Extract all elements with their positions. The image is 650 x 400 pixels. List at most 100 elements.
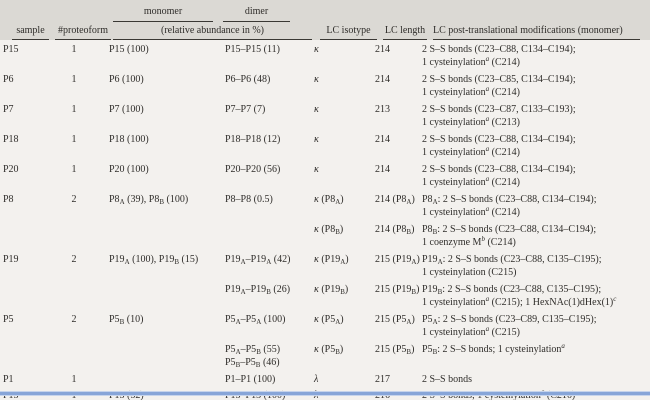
table-row: P7 1 P7 (100) P7–P7 (7) κ 213 2 S–S bond… [0, 103, 650, 133]
bottom-divider-rule [0, 392, 650, 395]
cell-sample: P5 [3, 314, 14, 325]
cell-lc-ptm: 2 S–S bonds (C23–C88, C134–C194); 1 cyste… [422, 164, 576, 188]
cell-sample: P20 [3, 164, 19, 175]
cell-lc-isotype: κ [314, 44, 319, 55]
cell-lc-length: 214 (P8B) [375, 224, 415, 236]
table-row: P6 1 P6 (100) P6–P6 (48) κ 214 2 S–S bon… [0, 73, 650, 103]
cell-sample: P1 [3, 374, 14, 385]
cell-sample: P15 [3, 44, 19, 55]
header-lc-isotype: LC isotype [320, 25, 377, 40]
cell-lc-ptm: 2 S–S bonds [422, 374, 473, 385]
cell-sample: P7 [3, 104, 14, 115]
cell-lc-isotype: κ (P8B) [314, 224, 344, 236]
cell-dimer: P8–P8 (0.5) [225, 194, 273, 205]
cell-lc-ptm: 2 S–S bonds (C23–C87, C133–C193); 1 cyste… [422, 104, 576, 128]
cell-lc-ptm: P5B: 2 S–S bonds; 1 cysteinylationa [422, 342, 565, 356]
cell-dimer: P19A–P19A (42) [225, 254, 291, 266]
table-row: P1 1 P1–P1 (100) λ 217 2 S–S bonds [0, 373, 650, 389]
cell-lc-length: 214 [375, 134, 390, 145]
cell-lc-isotype: κ [314, 134, 319, 145]
cell-sample: P18 [3, 134, 19, 145]
cell-lc-ptm: P19A: 2 S–S bonds (C23–C88, C135–C195); 1… [422, 254, 602, 278]
cell-monomer: P19A (100), P19B (15) [109, 254, 199, 266]
table-body: P15 1 P15 (100) P15–P15 (11) κ 214 2 S–S… [0, 40, 650, 400]
cell-proteoform: 2 [71, 194, 77, 205]
cell-lc-ptm: 2 S–S bonds (C23–C85, C134–C194); 1 cyste… [422, 74, 576, 98]
table-row: P8 2 P8A (39), P8B (100) P8–P8 (0.5) κ (… [0, 193, 650, 223]
cell-lc-length: 213 [375, 104, 390, 115]
header-dimer: dimer [223, 6, 290, 22]
cell-dimer: P5A–P5A (100) [225, 314, 286, 326]
cell-dimer: P5A–P5B (55) P5B–P5B (46) [225, 344, 281, 369]
cell-sample: P8 [3, 194, 14, 205]
cell-proteoform: 2 [71, 254, 77, 265]
cell-lc-isotype: κ (P5A) [314, 314, 344, 326]
cell-lc-ptm: 2 S–S bonds (C23–C88, C134–C194); 1 cyste… [422, 44, 576, 68]
cell-proteoform: 2 [71, 314, 77, 325]
cell-sample: P19 [3, 254, 19, 265]
cell-dimer: P18–P18 (12) [225, 134, 281, 145]
cell-lc-length: 217 [375, 374, 390, 385]
table-row: P5A–P5B (55) P5B–P5B (46) κ (P5B) 215 (P5… [0, 343, 650, 373]
header-lc-ptm: LC post-translational modifications (mon… [433, 25, 640, 40]
cell-lc-isotype: κ (P8A) [314, 194, 344, 206]
table-header: monomer dimer sample #proteoform (relati… [0, 0, 650, 40]
cell-lc-isotype: κ [314, 164, 319, 175]
cell-monomer: P6 (100) [109, 74, 144, 85]
cell-monomer: P18 (100) [109, 134, 149, 145]
cell-lc-length: 214 [375, 44, 390, 55]
cell-lc-isotype: κ (P5B) [314, 344, 344, 356]
cell-dimer: P19A–P19B (26) [225, 284, 291, 296]
table-row: κ (P8B) 214 (P8B) P8B: 2 S–S bonds (C23–… [0, 223, 650, 253]
cell-sample: P6 [3, 74, 14, 85]
cell-dimer: P7–P7 (7) [225, 104, 266, 115]
cell-dimer: P15–P15 (11) [225, 44, 280, 55]
table-row: P15 1 P15 (100) P15–P15 (11) κ 214 2 S–S… [0, 43, 650, 73]
cell-lc-isotype: κ (P19B) [314, 284, 349, 296]
cell-lc-length: 215 (P5A) [375, 314, 415, 326]
cell-lc-length: 214 [375, 74, 390, 85]
cell-lc-ptm: P19B: 2 S–S bonds (C23–C88, C135–C195); 1… [422, 284, 617, 308]
cell-proteoform: 1 [71, 44, 77, 55]
cell-proteoform: 1 [71, 104, 77, 115]
header-proteoform: #proteoform [55, 25, 111, 40]
header-sample: sample [12, 25, 49, 40]
cell-dimer: P6–P6 (48) [225, 74, 271, 85]
cell-sample: P13 [3, 390, 19, 400]
header-lc-length: LC length [383, 25, 427, 40]
cell-lc-length: 216 [375, 390, 390, 400]
cell-lc-length: 215 (P19A) [375, 254, 420, 266]
cell-lc-isotype: κ [314, 104, 319, 115]
header-relative-abundance: (relative abundance in %) [113, 25, 312, 40]
cell-monomer: P7 (100) [109, 104, 144, 115]
table-row: P19 2 P19A (100), P19B (15) P19A–P19A (4… [0, 253, 650, 283]
cell-dimer: P1–P1 (100) [225, 374, 276, 385]
cell-lc-ptm: P8B: 2 S–S bonds (C23–C88, C134–C194); 1 … [422, 224, 597, 248]
cell-monomer: P13 (52) [109, 390, 144, 400]
cell-lc-ptm: P5A: 2 S–S bonds (C23–C89, C135–C195); 1 … [422, 314, 597, 338]
cell-lc-ptm: P8A: 2 S–S bonds (C23–C88, C134–C194); 1 … [422, 194, 597, 218]
cell-lc-isotype: λ [314, 374, 319, 385]
table-row: P20 1 P20 (100) P20–P20 (56) κ 214 2 S–S… [0, 163, 650, 193]
cell-lc-ptm: 2 S–S bonds (C23–C88, C134–C194); 1 cyste… [422, 134, 576, 158]
cell-proteoform: 1 [71, 74, 77, 85]
cell-monomer: P15 (100) [109, 44, 149, 55]
cell-proteoform: 1 [71, 164, 77, 175]
cell-monomer: P8A (39), P8B (100) [109, 194, 189, 206]
cell-proteoform: 1 [71, 134, 77, 145]
cell-dimer: P13–P13 (100) [225, 390, 286, 400]
cell-lc-length: 215 (P19B) [375, 284, 420, 296]
table-row: P19A–P19B (26) κ (P19B) 215 (P19B) P19B:… [0, 283, 650, 313]
cell-lc-isotype: κ [314, 74, 319, 85]
cell-dimer: P20–P20 (56) [225, 164, 281, 175]
cell-proteoform: 1 [71, 390, 77, 400]
cell-lc-isotype: κ (P19A) [314, 254, 349, 266]
table-row: P5 2 P5B (10) P5A–P5A (100) κ (P5A) 215 … [0, 313, 650, 343]
cell-monomer: P20 (100) [109, 164, 149, 175]
cell-lc-length: 214 [375, 164, 390, 175]
cell-lc-isotype: λ [314, 390, 319, 400]
cell-proteoform: 1 [71, 374, 77, 385]
cell-lc-length: 214 (P8A) [375, 194, 415, 206]
header-monomer: monomer [113, 6, 213, 22]
